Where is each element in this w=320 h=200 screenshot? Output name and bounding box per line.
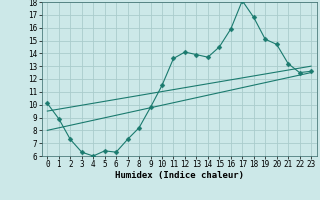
X-axis label: Humidex (Indice chaleur): Humidex (Indice chaleur) (115, 171, 244, 180)
